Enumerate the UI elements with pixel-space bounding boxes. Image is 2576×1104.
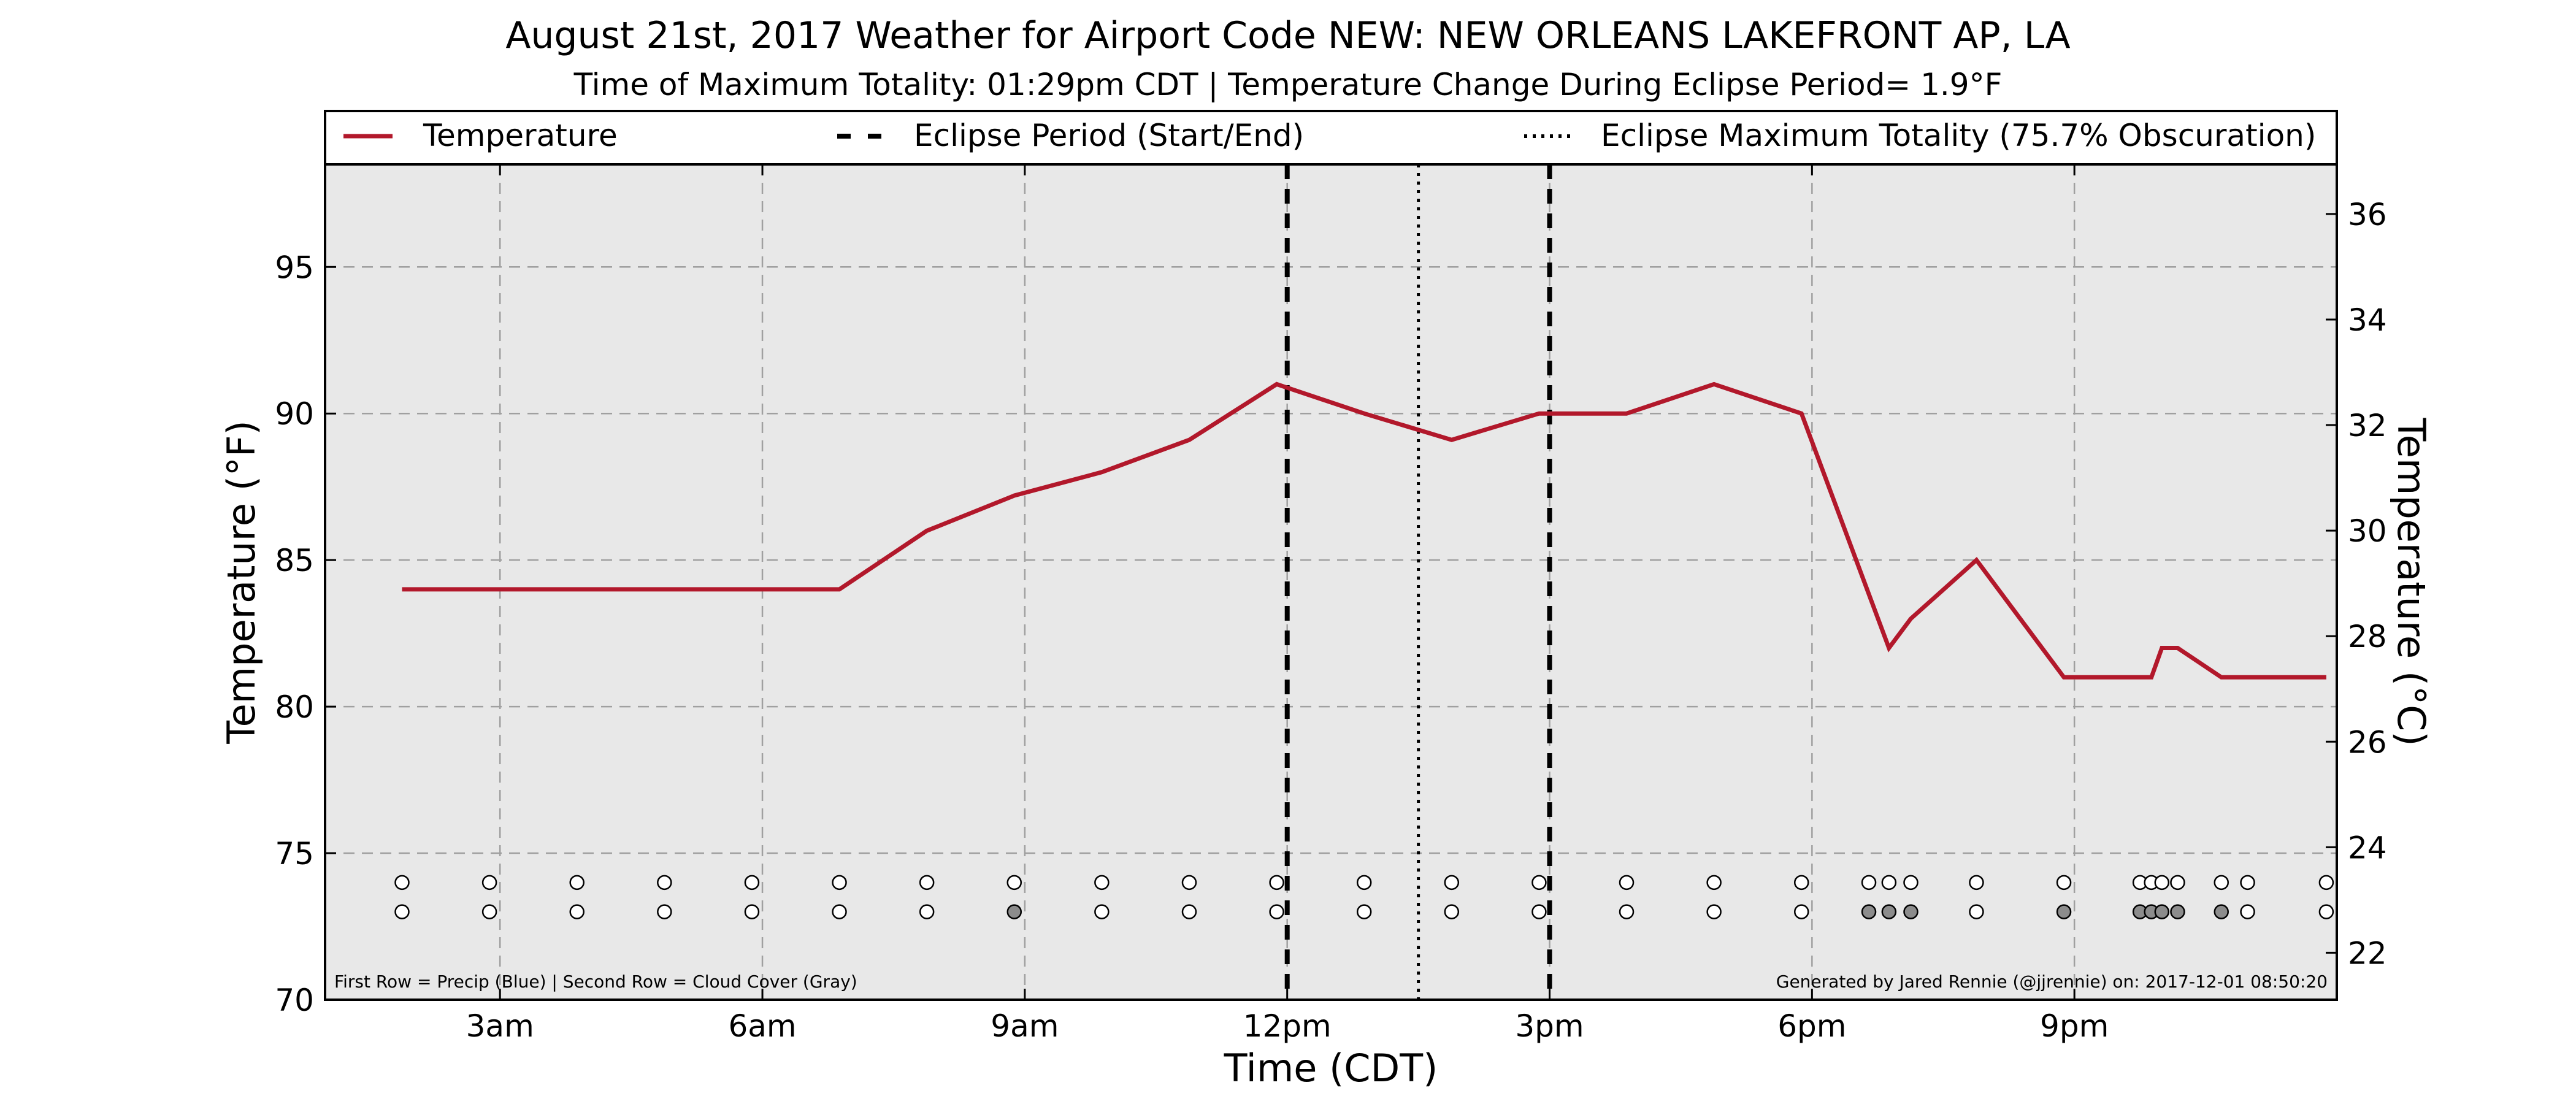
precip-marker	[1619, 875, 1635, 891]
y-axis-label-left: Temperature (°F)	[219, 420, 264, 744]
cloud-cover-marker	[1903, 904, 1919, 919]
cloud-cover-marker	[2240, 904, 2255, 919]
chart-subtitle: Time of Maximum Totality: 01:29pm CDT | …	[573, 67, 2003, 102]
precip-marker	[657, 875, 672, 891]
y-tick-label: 85	[275, 543, 314, 578]
observation-rows	[394, 875, 2334, 919]
cloud-cover-marker	[1793, 904, 1809, 919]
x-tick-label: 9am	[991, 1008, 1059, 1044]
precip-marker	[1793, 875, 1809, 891]
precip-marker	[1531, 875, 1547, 891]
precip-marker	[2318, 875, 2334, 891]
eclipse-lines	[1284, 164, 1552, 1000]
y-tick-label: 80	[275, 689, 314, 725]
x-tick-label: 9pm	[2040, 1008, 2109, 1044]
legend-label-eclipse-max: Eclipse Maximum Totality (75.7% Obscurat…	[1601, 118, 2316, 153]
cloud-cover-marker	[1531, 904, 1547, 919]
x-tick-label: 6am	[728, 1008, 796, 1044]
precip-marker	[1903, 875, 1919, 891]
cloud-cover-marker	[569, 904, 585, 919]
precip-marker	[1706, 875, 1722, 891]
cloud-cover-marker	[832, 904, 847, 919]
precip-marker	[1861, 875, 1877, 891]
precip-marker	[1269, 875, 1284, 891]
y-tick-label-right: 34	[2348, 302, 2387, 338]
cloud-cover-marker	[1181, 904, 1197, 919]
precip-marker	[394, 875, 410, 891]
precip-marker	[2214, 875, 2229, 891]
legend: Temperature Eclipse Period (Start/End) E…	[324, 110, 2338, 166]
y-tick-label: 70	[275, 983, 314, 1018]
precip-marker	[919, 875, 935, 891]
precip-marker	[1969, 875, 1984, 891]
precip-marker	[1094, 875, 1110, 891]
cloud-cover-marker	[657, 904, 672, 919]
y-tick-label-right: 22	[2348, 935, 2387, 971]
precip-marker	[569, 875, 585, 891]
x-tick-label: 6pm	[1777, 1008, 1846, 1044]
cloud-cover-marker	[1269, 904, 1284, 919]
y-tick-label-right: 24	[2348, 830, 2387, 865]
footnote-left: First Row = Precip (Blue) | Second Row =…	[334, 972, 857, 992]
cloud-cover-marker	[1881, 904, 1897, 919]
axis-ticks: 3am 6am 9am 12pm 3pm 6pm 9pm 70 75 80 85 90 95 22 24 26…	[275, 164, 2387, 1044]
precip-marker	[1181, 875, 1197, 891]
cloud-cover-marker	[1861, 904, 1877, 919]
precip-marker	[2056, 875, 2072, 891]
y-tick-label: 90	[275, 396, 314, 432]
cloud-cover-marker	[2056, 904, 2072, 919]
y-tick-label-right: 32	[2348, 408, 2387, 443]
precip-marker	[832, 875, 847, 891]
cloud-cover-marker	[1706, 904, 1722, 919]
cloud-cover-marker	[481, 904, 497, 919]
precip-marker	[2170, 875, 2185, 891]
cloud-cover-marker	[919, 904, 935, 919]
precip-marker	[2154, 875, 2170, 891]
precip-marker	[1006, 875, 1022, 891]
grid	[325, 164, 2337, 1000]
legend-label-temperature: Temperature	[423, 118, 618, 153]
precip-marker	[1356, 875, 1372, 891]
precip-marker	[2240, 875, 2255, 891]
cloud-cover-marker	[2318, 904, 2334, 919]
cloud-cover-marker	[2214, 904, 2229, 919]
x-axis-label: Time (CDT)	[1224, 1046, 1438, 1091]
temperature-line	[402, 381, 2326, 680]
chart-title: August 21st, 2017 Weather for Airport Co…	[505, 14, 2070, 57]
y-tick-label: 95	[275, 250, 314, 285]
cloud-cover-marker	[1619, 904, 1635, 919]
cloud-cover-marker	[744, 904, 760, 919]
precip-marker	[1444, 875, 1460, 891]
cloud-cover-marker	[1006, 904, 1022, 919]
y-axis-label-right: Temperature (°C)	[2389, 417, 2434, 746]
precip-marker	[1881, 875, 1897, 891]
cloud-cover-marker	[1969, 904, 1984, 919]
x-tick-label: 12pm	[1243, 1008, 1332, 1044]
y-tick-label-right: 26	[2348, 724, 2387, 760]
cloud-cover-marker	[394, 904, 410, 919]
legend-label-eclipse-period: Eclipse Period (Start/End)	[914, 118, 1304, 153]
cloud-cover-marker	[1356, 904, 1372, 919]
footnote-right: Generated by Jared Rennie (@jjrennie) on…	[1776, 972, 2328, 992]
x-tick-label: 3pm	[1515, 1008, 1584, 1044]
plot-area	[325, 164, 2337, 1000]
cloud-cover-marker	[2170, 904, 2185, 919]
y-tick-label-right: 30	[2348, 513, 2387, 549]
legend-box	[324, 110, 2338, 166]
cloud-cover-marker	[1094, 904, 1110, 919]
cloud-cover-marker	[1444, 904, 1460, 919]
temperature-series	[402, 381, 2326, 680]
precip-marker	[481, 875, 497, 891]
x-tick-label: 3am	[466, 1008, 534, 1044]
y-tick-label-right: 28	[2348, 619, 2387, 654]
cloud-cover-marker	[2154, 904, 2170, 919]
precip-marker	[744, 875, 760, 891]
y-tick-label: 75	[275, 836, 314, 872]
y-tick-label-right: 36	[2348, 197, 2387, 232]
